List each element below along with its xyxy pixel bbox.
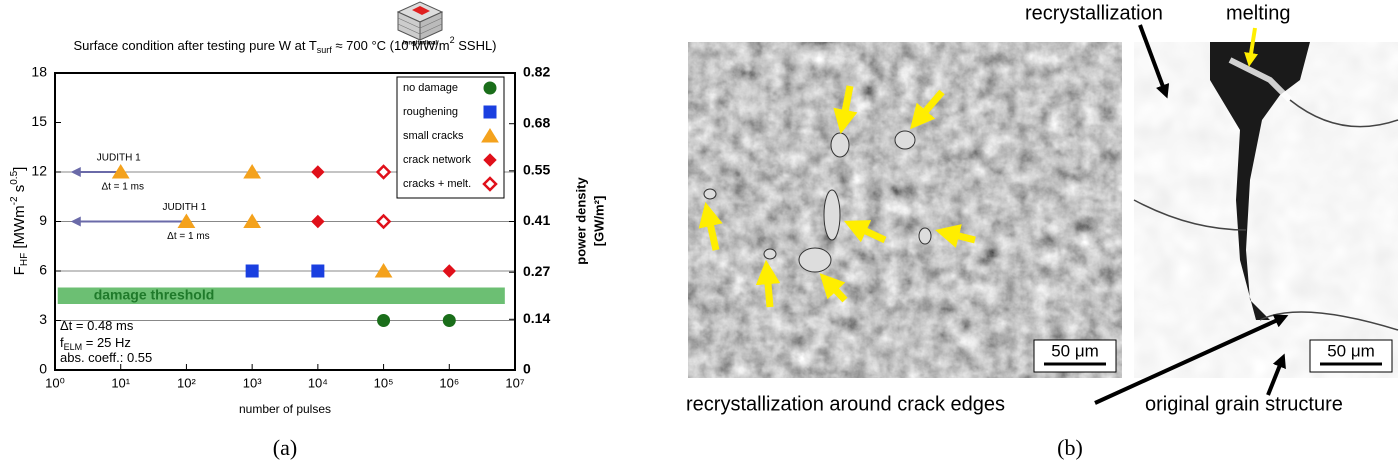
x-tick-label: 10⁵ [374, 375, 394, 390]
caption: (b) [1057, 435, 1083, 460]
y-tick-label: 3 [39, 311, 47, 327]
x-tick-label: 10⁶ [439, 375, 459, 390]
y2-tick-label: 0.14 [523, 310, 550, 326]
annotation-label: Δt = 1 ms [167, 231, 210, 242]
icon-label: longitudinal [403, 41, 437, 47]
panel-b: 50 μm 50 μm recrystallization melting re… [686, 2, 1399, 415]
caption: (a) [273, 435, 297, 460]
marker-diamond [482, 176, 498, 192]
legend-label: no damage [403, 82, 458, 94]
note: abs. coeff.: 0.55 [60, 350, 152, 365]
y2-tick-label: 0.41 [523, 212, 550, 228]
x-tick-label: 10⁰ [45, 375, 65, 390]
ylabel-part: ] [11, 167, 28, 171]
y2-tick-label: 0.27 [523, 263, 550, 279]
x-tick-label: 10⁷ [505, 375, 524, 390]
x-tick-label: 10⁴ [308, 375, 328, 390]
sem-image [688, 42, 1122, 378]
annotation-label: JUDITH 1 [162, 202, 206, 213]
title-part: ≈ 700 °C (10 MW/m [332, 38, 450, 53]
legend-label: small cracks [403, 130, 464, 142]
x-tick-label: 10² [177, 375, 196, 390]
scale-bar-box [1033, 339, 1117, 373]
melt-region [1228, 57, 1293, 103]
marker-diamond [311, 165, 325, 179]
note-part: f [60, 335, 64, 350]
marker-circle [483, 81, 497, 95]
marker-diamond [442, 264, 456, 278]
note-part: Δt = 0.48 ms [60, 318, 134, 333]
x-tick-label: 10¹ [111, 375, 130, 390]
ylabel-part: F [11, 266, 28, 275]
y-tick-label: 15 [31, 113, 47, 129]
legend-label: crack network [403, 154, 471, 166]
marker-diamond [483, 153, 497, 167]
droplets [703, 130, 932, 273]
y2-tick-label: 0.68 [523, 114, 550, 130]
marker-square [311, 264, 325, 278]
x-tick-label: 10³ [243, 375, 262, 390]
title-part: Surface condition after testing pure W a… [73, 38, 316, 53]
y2-axis-label: power density [573, 177, 588, 265]
marker-triangle [374, 263, 393, 278]
note: fELM = 25 Hz [60, 335, 131, 352]
annotation: recrystallization [1025, 2, 1163, 24]
y-tick-label: 6 [39, 262, 47, 278]
annotation-label: Δt = 1 ms [101, 182, 144, 193]
marker-diamond [375, 164, 392, 180]
y-tick-label: 12 [31, 163, 47, 179]
crack [1210, 42, 1310, 320]
marker-circle [442, 314, 456, 327]
y2-axis-label: [GW/m²] [591, 196, 606, 247]
ylabel-part: [MWm [11, 205, 28, 252]
marker-circle [377, 314, 391, 327]
chart-a: Surface condition after testing pure W a… [9, 1, 606, 416]
y-axis-label: FHF [MWm-2 s0.5] [9, 167, 30, 276]
band-label: damage threshold [94, 286, 215, 302]
y-tick-label: 0 [39, 361, 47, 377]
ylabel-part: s [11, 185, 28, 197]
marker-square [483, 105, 497, 119]
sample-icon: longitudinal [396, 1, 444, 47]
marker-square [245, 264, 259, 278]
x-axis-label: number of pulses [239, 402, 331, 416]
marker-triangle [177, 213, 196, 228]
annotation: original grain structure [1145, 393, 1343, 415]
y2-tick-label: 0.55 [523, 161, 550, 177]
y-tick-label: 18 [31, 64, 47, 80]
ylabel-sup: 0.5 [9, 170, 20, 184]
label-arrows [1094, 24, 1289, 405]
scale-bar-label: 50 μm [1051, 341, 1099, 360]
marker-triangle [243, 213, 262, 228]
ylabel-sub: HF [19, 253, 30, 266]
marker-triangle [481, 128, 499, 143]
note: Δt = 0.48 ms [60, 318, 134, 333]
title-sup: 2 [450, 35, 455, 45]
note-sub: ELM [64, 342, 83, 352]
note-part: = 25 Hz [82, 335, 131, 350]
title-part: SSHL) [455, 38, 497, 53]
annotation: recrystallization around crack edges [686, 393, 1005, 415]
grain-boundaries [1133, 99, 1399, 331]
threshold-band [57, 287, 505, 304]
y2-tick-label: 0 [523, 361, 531, 377]
yellow-arrows [698, 85, 976, 308]
y-tick-label: 9 [39, 212, 47, 228]
y2-tick-label: 0.82 [523, 64, 550, 80]
marker-diamond [311, 214, 325, 229]
scale-bar-label: 50 μm [1327, 341, 1375, 360]
legend-label: roughening [403, 106, 458, 118]
marker-triangle [111, 164, 130, 179]
marker-diamond [375, 213, 392, 230]
title-sub: surf [317, 45, 333, 55]
annotation-label: JUDITH 1 [97, 153, 141, 164]
annotation: melting [1226, 2, 1290, 24]
chart-title: Surface condition after testing pure W a… [73, 35, 496, 55]
legend-label: cracks + melt. [403, 178, 471, 190]
scale-bar-box [1309, 339, 1393, 373]
marker-triangle [243, 164, 262, 179]
ylabel-sup: -2 [9, 196, 20, 205]
note-part: abs. coeff.: 0.55 [60, 350, 152, 365]
